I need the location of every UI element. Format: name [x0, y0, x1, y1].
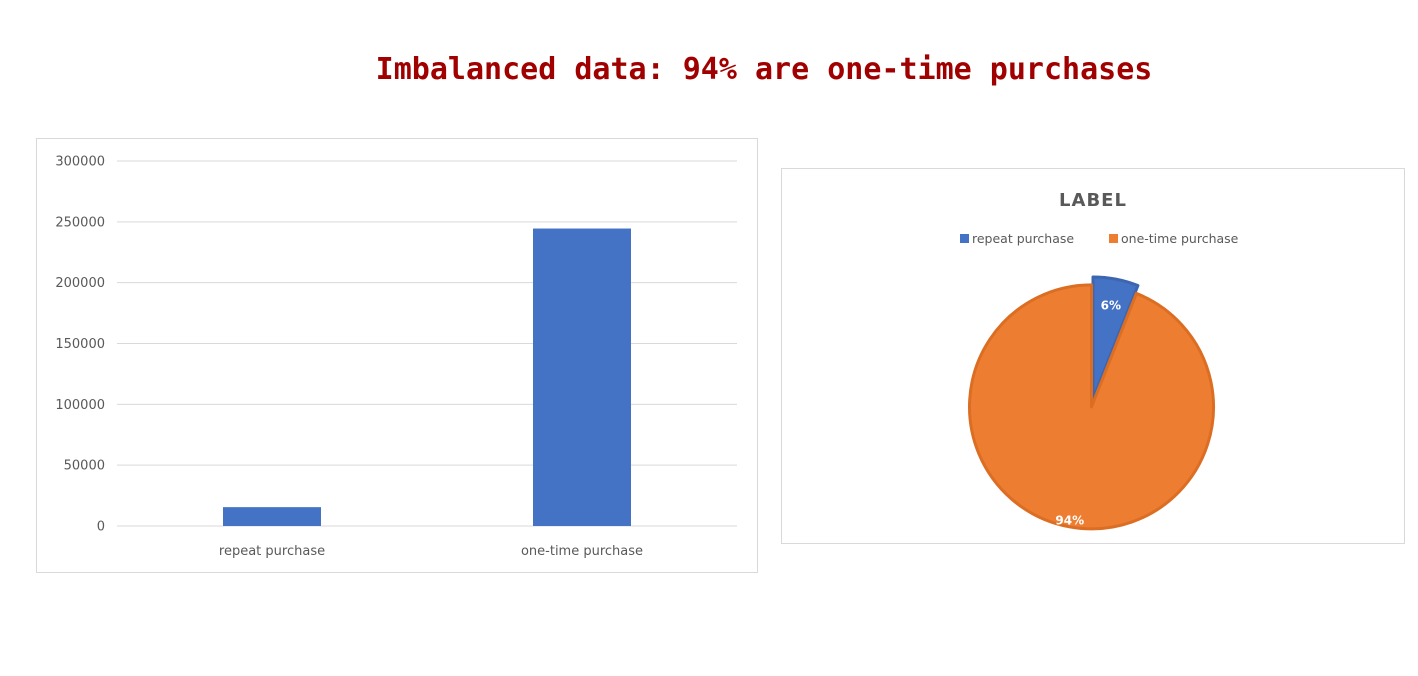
pie-title: LABEL: [1059, 190, 1127, 211]
y-tick-label: 300000: [55, 155, 105, 170]
bar-chart-canvas: 0 50000 100000 150000 200000 250000 300000 repe…: [55, 155, 737, 559]
pie-slice: [968, 283, 1215, 531]
legend-label: one-time purchase: [1121, 231, 1239, 246]
pie-slice: [1091, 275, 1140, 401]
x-tick-label: one-time purchase: [521, 544, 643, 559]
bar-chart: 0 50000 100000 150000 200000 250000 300000 repe…: [36, 138, 758, 573]
legend-label: repeat purchase: [972, 231, 1074, 246]
bar: [533, 228, 631, 526]
y-tick-label: 250000: [55, 215, 105, 230]
y-tick-label: 0: [97, 520, 105, 535]
pie-data-label: 6%: [1101, 299, 1121, 313]
y-tick-label: 100000: [55, 398, 105, 413]
slide-title: Imbalanced data: 94% are one-time purcha…: [375, 52, 1153, 87]
pie-data-label: 94%: [1055, 514, 1084, 528]
legend-swatch: [1109, 234, 1118, 243]
legend-swatch: [960, 234, 969, 243]
y-tick-label: 150000: [55, 337, 105, 352]
bar: [223, 507, 321, 526]
y-tick-label: 200000: [55, 276, 105, 291]
pie-chart-canvas: LABEL repeat purchase one-time purchase 6% 9…: [960, 190, 1239, 531]
pie-chart: LABEL repeat purchase one-time purchase 6% 9…: [781, 168, 1405, 544]
x-tick-label: repeat purchase: [219, 544, 325, 559]
y-tick-label: 50000: [64, 459, 105, 474]
